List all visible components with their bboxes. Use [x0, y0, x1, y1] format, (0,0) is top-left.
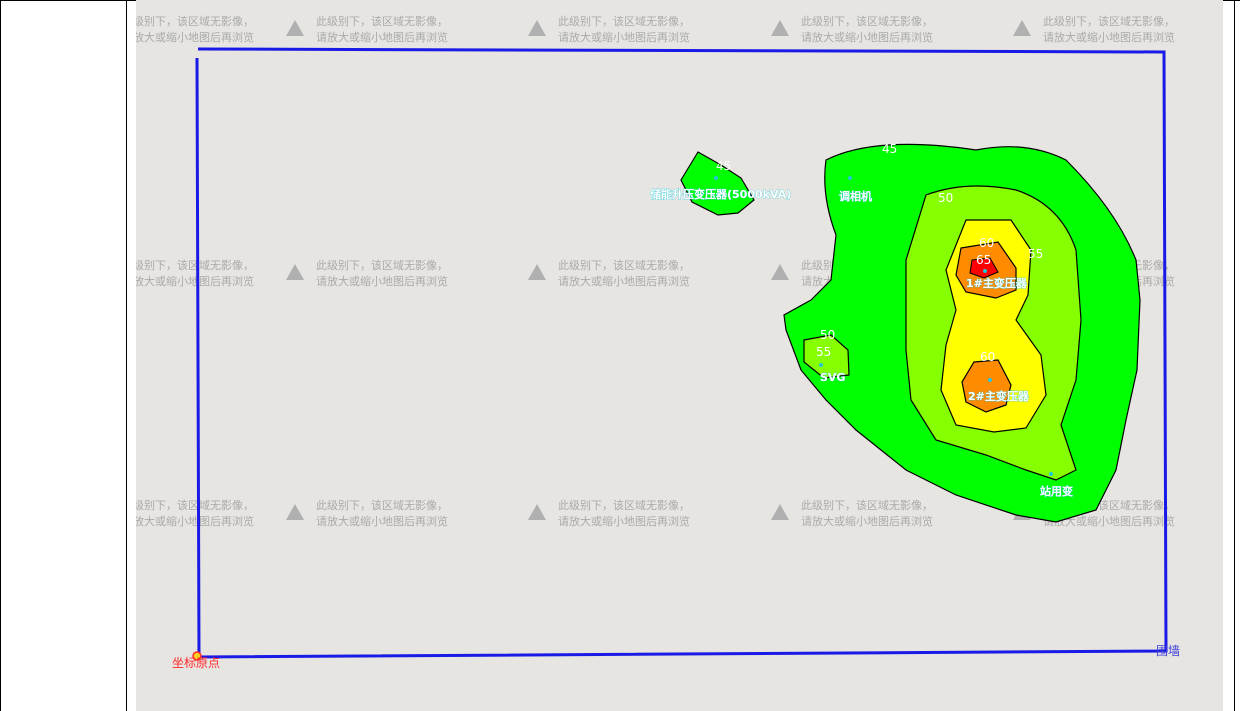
site-boundary [195, 47, 1168, 659]
tile-notice-line1: 此级别下，该区域无影像， [136, 498, 254, 512]
warning-triangle-icon [771, 504, 789, 520]
frame-right-border [1234, 0, 1235, 711]
warning-triangle-icon [1013, 20, 1031, 36]
tile-notice-line1: 此级别下，该区域无影像， [1043, 14, 1175, 28]
contour-label-45: 45 [882, 142, 897, 156]
warning-triangle-icon [528, 20, 546, 36]
wall-label: 围墙 [1156, 644, 1180, 658]
contour-island-svg-50[interactable] [803, 334, 850, 379]
contour-label-svg-50: 50 [820, 328, 835, 342]
station-label-condenser: 调相机 [839, 189, 872, 203]
tile-notice-line1: 此级别下，该区域无影像， [316, 258, 448, 272]
frame-divider [126, 0, 127, 711]
contour-label-svg-55: 55 [816, 345, 831, 359]
frame-left-border [0, 0, 6, 711]
tile-notice: 此级别下，该区域无影像， 请放大或缩小地图后再浏览 [1013, 14, 1175, 44]
warning-triangle-icon [771, 264, 789, 280]
station-marker[interactable] [819, 363, 823, 367]
station-label-main2: 2#主变压器 [968, 389, 1030, 403]
tile-notice-line1: 此级别下，该区域无影像， [558, 14, 690, 28]
station-label-main1: 1#主变压器 [966, 276, 1028, 290]
tile-notice-line1: 此级别下，该区域无影像， [136, 258, 254, 272]
tile-notice: 此级别下，该区域无影像， 请放大或缩小地图后再浏览 [136, 14, 254, 44]
tile-notice-line2: 请放大或缩小地图后再浏览 [136, 274, 254, 288]
tile-notice-line1: 此级别下，该区域无影像， [801, 498, 933, 512]
origin-marker[interactable] [192, 651, 202, 661]
tile-notice-line1: 此级别下，该区域无影像， [801, 14, 933, 28]
tile-notice-line2: 请放大或缩小地图后再浏览 [558, 514, 690, 528]
tile-notice: 此级别下，该区域无影像， 请放大或缩小地图后再浏览 [286, 498, 448, 528]
tile-notice-line1: 此级别下，该区域无影像， [136, 14, 254, 28]
tile-notice: 此级别下，该区域无影像， 请放大或缩小地图后再浏览 [286, 14, 448, 44]
contour-label-55: 55 [1028, 247, 1043, 261]
contour-label-storage: 45 [716, 159, 731, 173]
tile-notice-line2: 请放大或缩小地图后再浏览 [1043, 514, 1175, 528]
origin-label: 坐标原点 [172, 656, 220, 670]
tile-notice-line2: 请放大或缩小地图后再浏览 [1043, 30, 1175, 44]
warning-triangle-icon [771, 20, 789, 36]
station-label-aux: 站用变 [1040, 484, 1073, 498]
tile-notice-line2: 请放大或缩小地图后再浏览 [316, 514, 448, 528]
station-marker[interactable] [988, 378, 992, 382]
station-marker[interactable] [848, 176, 852, 180]
map-canvas[interactable]: 此级别下，该区域无影像， 请放大或缩小地图后再浏览 此级别下，该区域无影像， 请… [136, 0, 1223, 711]
tile-notice-line1: 此级别下，该区域无影像， [316, 498, 448, 512]
tile-notice: 此级别下，该区域无影像， 请放大或缩小地图后再浏览 [528, 498, 690, 528]
warning-triangle-icon [528, 264, 546, 280]
tile-notice-line1: 此级别下，该区域无影像， [316, 14, 448, 28]
tile-notice: 此级别下，该区域无影像， 请放大或缩小地图后再浏览 [528, 14, 690, 44]
tile-notice: 此级别下，该区域无影像， 请放大或缩小地图后再浏览 [286, 258, 448, 288]
tile-notice-line2: 请放大或缩小地图后再浏览 [801, 514, 933, 528]
noise-contour-map[interactable]: 此级别下，该区域无影像， 请放大或缩小地图后再浏览 此级别下，该区域无影像， 请… [136, 0, 1223, 711]
station-marker[interactable] [714, 176, 718, 180]
tile-notice: 此级别下，该区域无影像， 请放大或缩小地图后再浏览 [771, 14, 933, 44]
contour-label-50: 50 [938, 191, 953, 205]
contour-label-60-lower: 60 [980, 350, 995, 364]
tile-notice-line1: 此级别下，该区域无影像， [558, 258, 690, 272]
warning-triangle-icon [528, 504, 546, 520]
tile-notice-line2: 请放大或缩小地图后再浏览 [136, 30, 254, 44]
station-marker[interactable] [1049, 472, 1053, 476]
tile-notice-line1: 此级别下，该区域无影像， [558, 498, 690, 512]
tile-notice-line2: 请放大或缩小地图后再浏览 [801, 30, 933, 44]
contour-island-storage[interactable] [680, 151, 755, 216]
tile-notice: 此级别下，该区域无影像， 请放大或缩小地图后再浏览 [136, 498, 254, 528]
contour-label-65: 65 [976, 253, 991, 267]
warning-triangle-icon [286, 504, 304, 520]
tile-notice: 此级别下，该区域无影像， 请放大或缩小地图后再浏览 [771, 498, 933, 528]
station-label-storage: 储能升压变压器(5000kVA) [650, 187, 791, 201]
warning-triangle-icon [286, 264, 304, 280]
tile-notice-line2: 请放大或缩小地图后再浏览 [316, 30, 448, 44]
tile-notice-line2: 请放大或缩小地图后再浏览 [136, 514, 254, 528]
tile-notice-line2: 请放大或缩小地图后再浏览 [558, 274, 690, 288]
warning-triangle-icon [286, 20, 304, 36]
contour-band-60-lower[interactable] [961, 359, 1012, 413]
tile-notice: 此级别下，该区域无影像， 请放大或缩小地图后再浏览 [528, 258, 690, 288]
contour-band-65[interactable] [969, 257, 999, 279]
tile-notice-line2: 请放大或缩小地图后再浏览 [558, 30, 690, 44]
station-marker[interactable] [983, 269, 987, 273]
contour-label-60-upper: 60 [979, 236, 994, 250]
tile-notice-line2: 请放大或缩小地图后再浏览 [316, 274, 448, 288]
tile-notice: 此级别下，该区域无影像， 请放大或缩小地图后再浏览 [136, 258, 254, 288]
station-label-svg: SVG [820, 371, 845, 384]
